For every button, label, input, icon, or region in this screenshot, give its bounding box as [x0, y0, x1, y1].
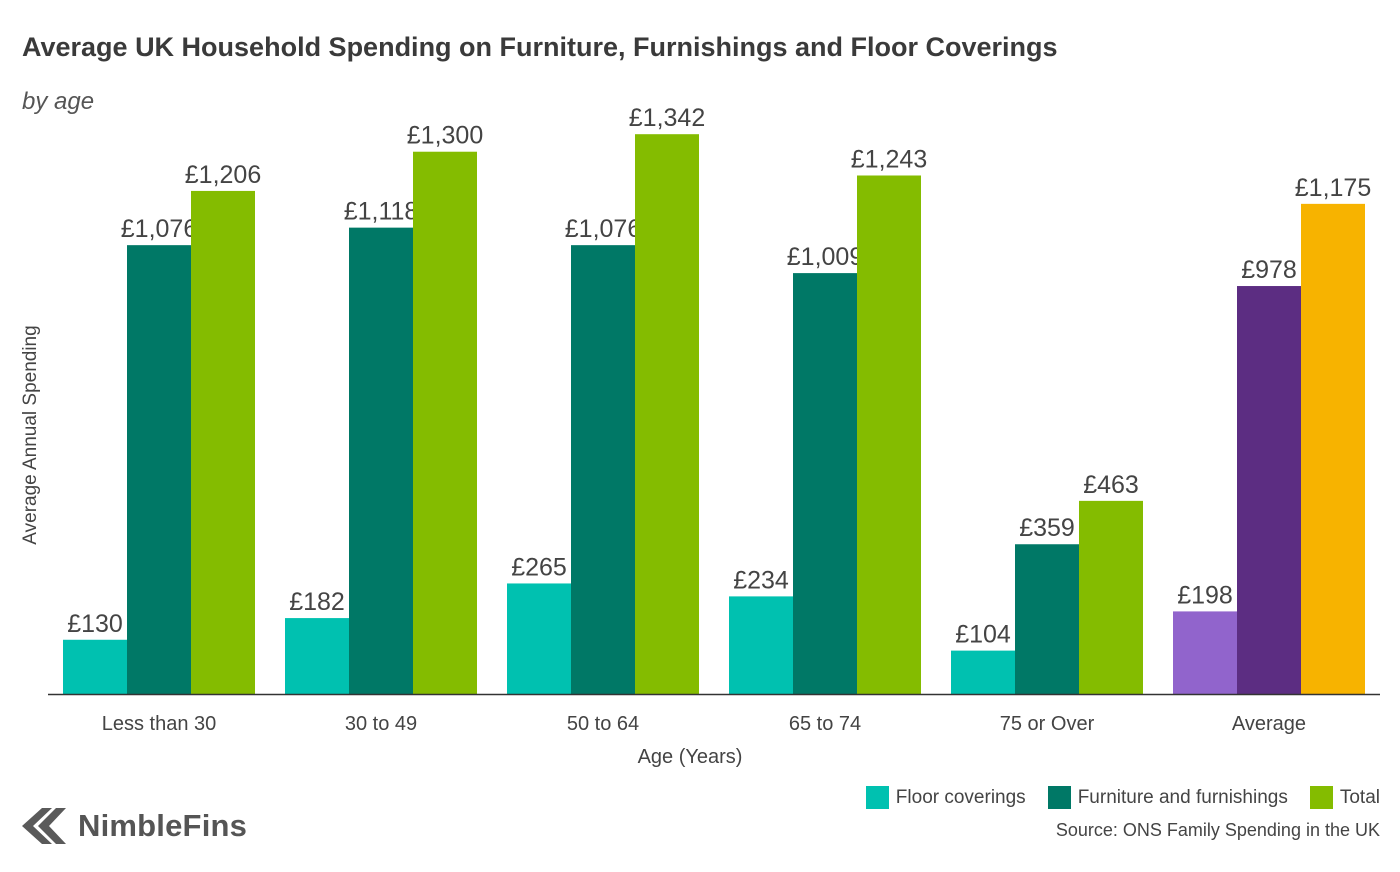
data-label-total-50-to-64: £1,342 — [629, 104, 705, 132]
data-label-furniture-30-to-49: £1,118 — [344, 198, 419, 226]
data-label-furniture-75-or-over: £359 — [1019, 514, 1075, 542]
bar-total-less-than-30 — [191, 190, 255, 694]
chart-subtitle: by age — [22, 88, 95, 115]
x-tick-average: Average — [1232, 713, 1306, 735]
data-label-floor-50-to-64: £265 — [511, 553, 567, 581]
x-tick-50-to-64: 50 to 64 — [567, 713, 639, 735]
source-note: Source: ONS Family Spending in the UK — [1055, 820, 1380, 840]
x-tick-65-to-74: 65 to 74 — [789, 713, 861, 735]
data-label-furniture-65-to-74: £1,009 — [787, 243, 863, 271]
bar-total-50-to-64 — [635, 134, 699, 695]
data-label-floor-75-or-over: £104 — [955, 621, 1011, 649]
bar-floor-50-to-64 — [507, 583, 571, 694]
data-label-floor-65-to-74: £234 — [733, 566, 789, 594]
bar-total-65-to-74 — [857, 175, 921, 694]
data-label-floor-30-to-49: £182 — [289, 588, 345, 616]
bar-floor-less-than-30 — [63, 639, 127, 694]
data-label-total-65-to-74: £1,243 — [851, 145, 927, 173]
data-label-total-average: £1,175 — [1295, 174, 1371, 202]
legend: Floor coverings Furniture and furnishing… — [865, 786, 1380, 809]
bar-furniture-30-to-49 — [349, 227, 413, 695]
bar-furniture-65-to-74 — [793, 273, 857, 694]
legend-item-floor: Floor coverings — [865, 786, 1026, 809]
data-label-total-75-or-over: £463 — [1083, 471, 1139, 499]
brand-name: NimbleFins — [78, 808, 248, 843]
legend-label-total: Total — [1339, 786, 1380, 808]
data-label-furniture-50-to-64: £1,076 — [565, 215, 641, 243]
data-label-total-30-to-49: £1,300 — [407, 122, 483, 150]
bar-furniture-50-to-64 — [571, 245, 635, 694]
legend-item-furniture: Furniture and furnishings — [1047, 786, 1288, 809]
bar-furniture-75-or-over — [1015, 544, 1079, 694]
data-label-floor-less-than-30: £130 — [67, 610, 123, 638]
bar-floor-average — [1173, 611, 1237, 694]
bar-floor-30-to-49 — [285, 618, 349, 694]
brand-logo[interactable]: NimbleFins — [22, 806, 247, 846]
data-label-furniture-average: £978 — [1241, 256, 1297, 284]
data-label-total-less-than-30: £1,206 — [185, 161, 261, 189]
bar-total-average — [1301, 203, 1365, 694]
bar-furniture-average — [1237, 286, 1301, 694]
legend-swatch-furniture — [1047, 786, 1071, 809]
data-label-furniture-less-than-30: £1,076 — [121, 215, 197, 243]
arrow-logo-icon — [22, 808, 66, 844]
x-tick-75-or-over: 75 or Over — [1000, 713, 1095, 735]
bar-total-30-to-49 — [413, 151, 477, 694]
legend-label-floor: Floor coverings — [895, 786, 1026, 808]
legend-swatch-floor — [865, 786, 889, 809]
bar-floor-75-or-over — [951, 650, 1015, 694]
bar-floor-65-to-74 — [729, 596, 793, 694]
bar-furniture-less-than-30 — [127, 245, 191, 694]
data-label-floor-average: £198 — [1177, 581, 1233, 609]
bar-total-75-or-over — [1079, 500, 1143, 694]
chart-title: Average UK Household Spending on Furnitu… — [22, 32, 1058, 62]
x-tick-30-to-49: 30 to 49 — [345, 713, 417, 735]
x-tick-less-than-30: Less than 30 — [102, 713, 217, 735]
x-axis-label: Age (Years) — [637, 746, 743, 768]
legend-item-total: Total — [1309, 786, 1380, 809]
legend-swatch-total — [1309, 786, 1333, 809]
bar-chart: £130 £1,076 £1,206 Less than 30 £182 £1,118 £1… — [48, 104, 1380, 735]
legend-label-furniture: Furniture and furnishings — [1077, 786, 1288, 808]
